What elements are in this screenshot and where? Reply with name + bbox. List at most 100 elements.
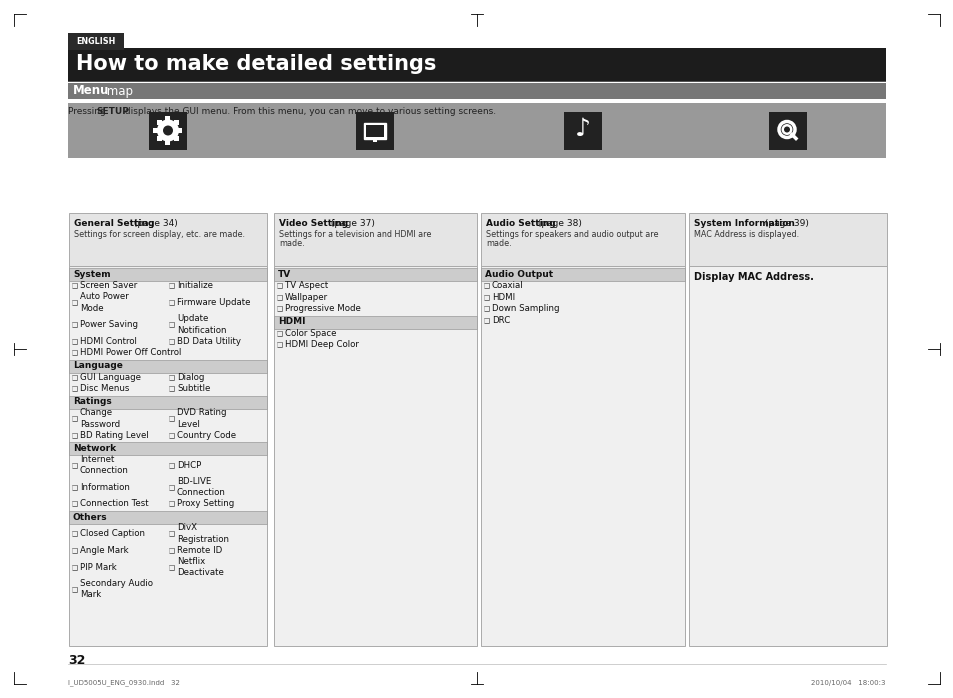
Text: DHCP: DHCP xyxy=(177,461,201,470)
Circle shape xyxy=(163,126,172,135)
Text: ♪: ♪ xyxy=(575,117,590,142)
Bar xyxy=(68,83,885,99)
Text: How to make detailed settings: How to make detailed settings xyxy=(76,54,436,75)
Text: TV: TV xyxy=(277,270,291,279)
Bar xyxy=(177,128,182,133)
Text: Remote ID: Remote ID xyxy=(177,546,222,555)
Text: ❑: ❑ xyxy=(71,484,78,490)
Text: ❑: ❑ xyxy=(71,339,78,344)
Text: made.: made. xyxy=(485,239,511,248)
Circle shape xyxy=(783,126,789,133)
Text: 32: 32 xyxy=(68,654,85,667)
Text: DVD Rating
Level: DVD Rating Level xyxy=(177,408,226,429)
Text: made.: made. xyxy=(278,239,304,248)
Bar xyxy=(157,137,162,142)
Bar xyxy=(563,112,601,149)
Text: MAC Address is displayed.: MAC Address is displayed. xyxy=(693,230,799,239)
Text: Screen Saver: Screen Saver xyxy=(80,281,137,290)
Bar xyxy=(69,442,267,455)
Text: Connection Test: Connection Test xyxy=(80,499,149,508)
Text: ❑: ❑ xyxy=(483,318,490,323)
Text: Coaxial: Coaxial xyxy=(492,281,523,290)
Text: Others: Others xyxy=(73,512,108,521)
Text: ❑: ❑ xyxy=(169,283,175,289)
Text: Settings for screen display, etc. are made.: Settings for screen display, etc. are ma… xyxy=(74,230,245,239)
Bar xyxy=(173,119,179,124)
Text: Angle Mark: Angle Mark xyxy=(80,546,129,555)
Text: HDMI Deep Color: HDMI Deep Color xyxy=(285,340,358,349)
Bar xyxy=(68,103,885,158)
Text: Closed Caption: Closed Caption xyxy=(80,529,145,538)
Bar xyxy=(69,266,267,646)
Text: Display MAC Address.: Display MAC Address. xyxy=(693,272,813,282)
Text: ❑: ❑ xyxy=(276,283,283,289)
Text: DivX
Registration: DivX Registration xyxy=(177,524,229,544)
Text: ❑: ❑ xyxy=(169,339,175,344)
Text: Firmware Update: Firmware Update xyxy=(177,298,251,307)
Text: Update
Notification: Update Notification xyxy=(177,315,226,334)
Text: Settings for speakers and audio output are: Settings for speakers and audio output a… xyxy=(485,230,658,239)
Bar xyxy=(153,128,158,133)
Text: ❑: ❑ xyxy=(276,306,283,312)
Text: Change
Password: Change Password xyxy=(80,408,120,429)
Text: ❑: ❑ xyxy=(71,432,78,438)
Text: HDMI: HDMI xyxy=(277,318,305,327)
Text: (page 38): (page 38) xyxy=(535,219,581,228)
Text: System Information: System Information xyxy=(693,219,794,228)
Text: BD Data Utility: BD Data Utility xyxy=(177,336,241,346)
Text: Video Setting: Video Setting xyxy=(278,219,348,228)
Text: ❑: ❑ xyxy=(71,415,78,422)
Bar xyxy=(165,140,171,145)
Text: Auto Power
Mode: Auto Power Mode xyxy=(80,292,129,313)
Bar xyxy=(374,138,377,142)
Bar xyxy=(69,359,267,373)
Text: map: map xyxy=(103,84,132,98)
Bar xyxy=(69,268,267,281)
Text: Language: Language xyxy=(73,362,123,371)
Bar xyxy=(688,213,886,266)
Text: ❑: ❑ xyxy=(169,484,175,490)
Text: ❑: ❑ xyxy=(169,530,175,537)
Bar xyxy=(768,112,806,149)
Text: BD Rating Level: BD Rating Level xyxy=(80,431,149,440)
Text: ❑: ❑ xyxy=(169,564,175,570)
Text: (page 37): (page 37) xyxy=(328,219,375,228)
Text: Settings for a television and HDMI are: Settings for a television and HDMI are xyxy=(278,230,431,239)
Text: ❑: ❑ xyxy=(71,322,78,327)
Bar xyxy=(480,266,684,646)
Bar xyxy=(69,213,267,266)
Text: ❑: ❑ xyxy=(169,500,175,507)
Bar xyxy=(149,112,187,149)
Text: ENGLISH: ENGLISH xyxy=(76,37,115,46)
Text: ❑: ❑ xyxy=(483,306,490,312)
Text: TV Aspect: TV Aspect xyxy=(285,281,328,290)
Bar xyxy=(480,213,684,266)
Circle shape xyxy=(157,119,179,142)
Text: ❑: ❑ xyxy=(71,586,78,592)
Text: ❑: ❑ xyxy=(169,415,175,422)
Text: Network: Network xyxy=(73,444,116,453)
Text: (page 34): (page 34) xyxy=(131,219,177,228)
Text: Subtitle: Subtitle xyxy=(177,385,211,393)
Text: Audio Output: Audio Output xyxy=(484,270,553,279)
Text: ❑: ❑ xyxy=(169,432,175,438)
Bar xyxy=(274,315,476,329)
Bar xyxy=(165,116,171,121)
Text: ❑: ❑ xyxy=(276,295,283,300)
Text: ❑: ❑ xyxy=(71,462,78,468)
Bar xyxy=(68,48,885,81)
Text: ❑: ❑ xyxy=(169,299,175,306)
Text: Progressive Mode: Progressive Mode xyxy=(285,304,360,313)
Text: System: System xyxy=(73,270,111,279)
Text: Disc Menus: Disc Menus xyxy=(80,385,130,393)
Text: I_UD5005U_ENG_0930.indd   32: I_UD5005U_ENG_0930.indd 32 xyxy=(68,679,180,686)
Text: Country Code: Country Code xyxy=(177,431,236,440)
Text: Information: Information xyxy=(80,482,130,491)
Text: ❑: ❑ xyxy=(71,500,78,507)
Bar xyxy=(480,268,684,281)
Text: ❑: ❑ xyxy=(71,374,78,380)
Text: GUI Language: GUI Language xyxy=(80,373,141,382)
Text: Down Sampling: Down Sampling xyxy=(492,304,558,313)
Text: Pressing: Pressing xyxy=(68,107,109,116)
Text: Wallpaper: Wallpaper xyxy=(285,292,328,302)
